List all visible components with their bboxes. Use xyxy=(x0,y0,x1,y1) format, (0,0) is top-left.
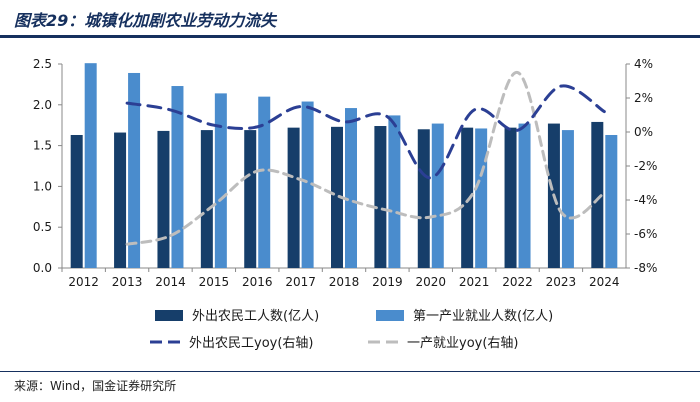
bar-primary-employment-2013 xyxy=(128,72,141,268)
legend-label-migrant-yoy: 外出农民工yoy(右轴) xyxy=(189,336,313,351)
right-tick-label: -2% xyxy=(634,159,657,173)
bar-migrant-workers-2012 xyxy=(70,134,83,268)
x-tick-label: 2020 xyxy=(415,275,446,289)
bar-primary-employment-2021 xyxy=(475,128,488,268)
bar-primary-employment-2017 xyxy=(301,101,314,268)
chart-title: 图表29：城镇化加剧农业劳动力流失 xyxy=(14,11,277,30)
left-tick-label: 0.0 xyxy=(33,261,52,275)
line-primary-employment-yoy xyxy=(125,71,606,246)
bar-primary-employment-2018 xyxy=(345,108,357,269)
x-tick-label: 2018 xyxy=(329,275,360,289)
legend-label-primary-employment: 第一产业就业人数(亿人) xyxy=(413,309,553,324)
chart: 0.0 0.5 1.0 1.5 2.0 2.5 -8% -6% -4% -2% 0% 2% 4% 2012… xyxy=(33,57,657,351)
bar-primary-employment-2024 xyxy=(605,134,618,268)
source-note: 来源：Wind，国金证券研究所 xyxy=(14,379,177,393)
bar-migrant-workers-2022 xyxy=(504,127,517,268)
legend-label-migrant-workers: 外出农民工人数(亿人) xyxy=(192,309,319,324)
title-bar: 图表29：城镇化加剧农业劳动力流失 xyxy=(0,0,700,38)
bar-primary-employment-2012 xyxy=(84,63,97,269)
bar-migrant-workers-2021 xyxy=(461,127,474,268)
right-tick-label: 4% xyxy=(634,57,653,71)
left-tick-label: 1.5 xyxy=(33,139,52,153)
bar-primary-employment-2020 xyxy=(431,123,444,269)
source-divider xyxy=(0,371,700,372)
bar-migrant-workers-2019 xyxy=(374,126,387,269)
x-tick-label: 2015 xyxy=(199,275,230,289)
legend-label-primary-yoy: 一产就业yoy(右轴) xyxy=(407,336,518,351)
x-tick-label: 2024 xyxy=(589,275,620,289)
bar-primary-employment-2019 xyxy=(388,115,401,269)
bar-primary-employment-2022 xyxy=(518,123,531,269)
x-tick-label: 2014 xyxy=(155,275,186,289)
x-tick-label: 2019 xyxy=(372,275,403,289)
right-tick-label: -8% xyxy=(634,261,657,275)
line-migrant-workers-yoy xyxy=(125,84,606,180)
bar-migrant-workers-2017 xyxy=(287,127,300,268)
bar-migrant-workers-2013 xyxy=(114,132,127,268)
bar-primary-employment-2015 xyxy=(214,93,227,268)
bar-primary-employment-2016 xyxy=(258,96,271,268)
bar-migrant-workers-2018 xyxy=(331,126,343,268)
left-tick-label: 1.0 xyxy=(33,179,52,193)
bar-migrant-workers-2015 xyxy=(200,130,213,268)
x-tick-label: 2016 xyxy=(242,275,273,289)
bar-primary-employment-2023 xyxy=(561,130,574,268)
right-tick-label: 2% xyxy=(634,91,653,105)
bar-migrant-workers-2016 xyxy=(244,130,257,268)
left-tick-label: 2.5 xyxy=(33,57,52,71)
x-tick-label: 2021 xyxy=(459,275,490,289)
legend-swatch-primary-employment xyxy=(376,310,404,321)
bar-migrant-workers-2014 xyxy=(157,130,170,268)
left-tick-label: 0.5 xyxy=(33,220,52,234)
left-tick-label: 2.0 xyxy=(33,98,52,112)
x-tick-label: 2017 xyxy=(285,275,316,289)
x-tick-label: 2012 xyxy=(68,275,99,289)
right-tick-label: 0% xyxy=(634,125,653,139)
x-tick-label: 2023 xyxy=(546,275,577,289)
bar-migrant-workers-2020 xyxy=(417,129,430,268)
legend-swatch-migrant-workers xyxy=(155,310,183,321)
right-tick-label: -6% xyxy=(634,227,657,241)
x-tick-label: 2013 xyxy=(112,275,143,289)
right-tick-label: -4% xyxy=(634,193,657,207)
bar-primary-employment-2014 xyxy=(171,86,184,268)
x-tick-label: 2022 xyxy=(502,275,533,289)
bar-migrant-workers-2024 xyxy=(591,121,604,268)
